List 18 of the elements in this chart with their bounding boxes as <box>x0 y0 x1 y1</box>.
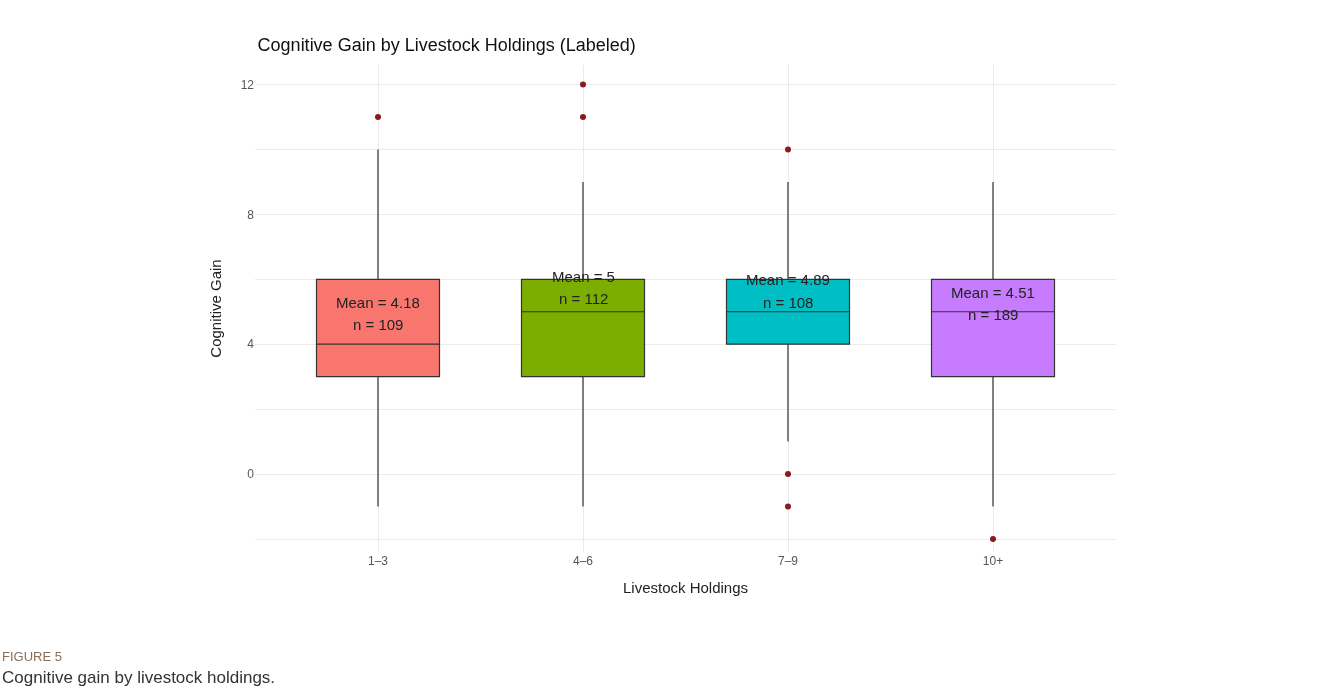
x-tick-label: 4–6 <box>572 554 594 568</box>
text: Cognitive gain by livestock holdings. <box>2 668 276 687</box>
caption: FIGURE 5 <box>2 649 62 664</box>
y-tick-label: 4 <box>247 337 255 352</box>
annotation: n = 112 <box>559 290 609 307</box>
x-tick-label: 10+ <box>982 554 1004 568</box>
annotation: n = 108 <box>763 294 814 311</box>
y-tick-label: 8 <box>247 207 255 222</box>
x-axis-title: Livestock Holdings <box>622 579 749 596</box>
x-tick-label: 1–3 <box>367 554 389 568</box>
annotation: Mean = 4.18 <box>336 294 420 311</box>
y-tick-label: 12 <box>240 77 255 92</box>
chart-title: Cognitive Gain by Livestock Holdings (Labeled) <box>257 34 636 55</box>
annotation: Mean = 4.51 <box>951 284 1035 301</box>
annotation: n = 109 <box>353 316 404 333</box>
x-tick-label: 7–9 <box>777 554 799 568</box>
y-axis-title: Cognitive Gain <box>206 259 224 358</box>
y-tick-label: 0 <box>247 467 255 482</box>
